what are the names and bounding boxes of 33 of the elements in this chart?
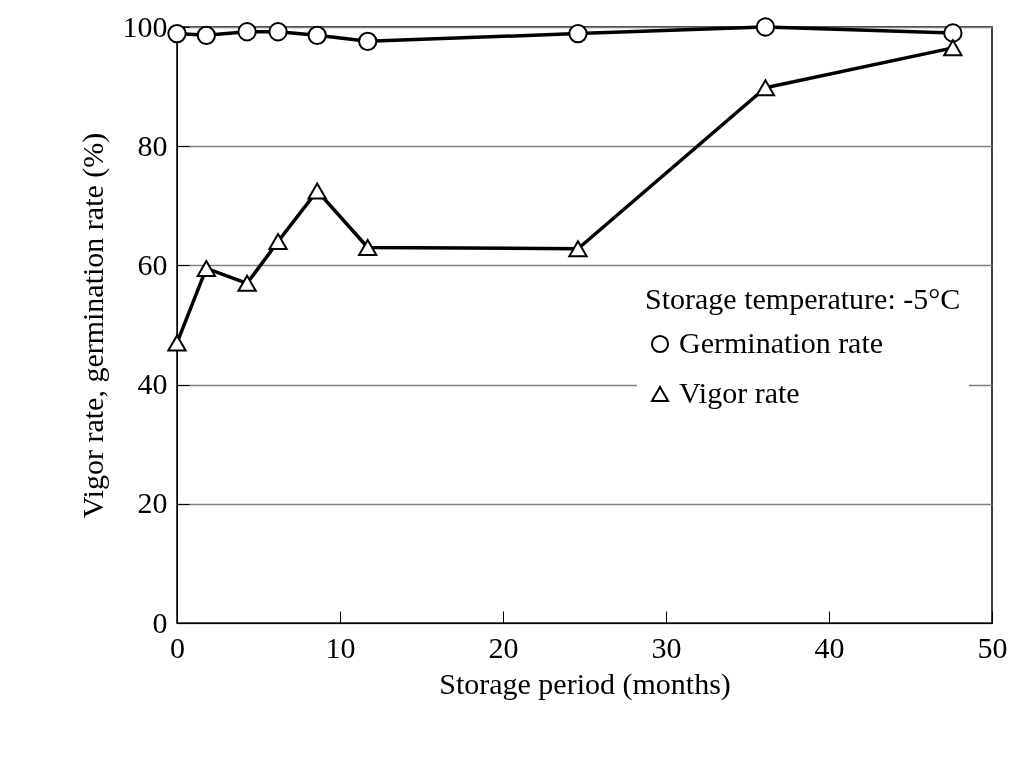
legend-label: Vigor rate <box>679 376 800 409</box>
y-tick-label: 20 <box>137 486 168 520</box>
point <box>568 23 588 44</box>
y-tick-label: 100 <box>122 9 168 43</box>
legend-label: Germination rate <box>679 326 884 359</box>
x-tick-label: 10 <box>325 630 356 664</box>
point <box>167 334 187 352</box>
y-tick-label: 0 <box>152 605 168 639</box>
point <box>755 79 776 97</box>
point <box>307 182 327 200</box>
point <box>196 25 216 45</box>
y-tick-label: 40 <box>137 367 168 401</box>
point <box>196 259 216 277</box>
point <box>568 240 588 258</box>
y-tick-label: 60 <box>137 247 168 281</box>
point <box>307 25 327 45</box>
point <box>755 17 776 37</box>
point <box>237 22 257 42</box>
point <box>358 31 378 51</box>
x-axis-title: Storage period (months) <box>439 666 731 701</box>
legend-title: Storage temperature: -5°C <box>645 282 961 315</box>
y-tick-label: 80 <box>137 128 168 162</box>
point <box>237 274 257 292</box>
point <box>943 23 963 43</box>
point <box>943 39 963 57</box>
x-tick-label: 50 <box>977 630 1008 664</box>
x-tick-label: 20 <box>488 630 519 664</box>
x-tick-label: 40 <box>814 630 845 664</box>
point <box>358 239 378 257</box>
point <box>268 233 288 251</box>
point <box>268 22 288 42</box>
y-axis-title: Vigor rate, germination rate (%) <box>75 132 110 519</box>
x-tick-label: 30 <box>651 630 682 664</box>
